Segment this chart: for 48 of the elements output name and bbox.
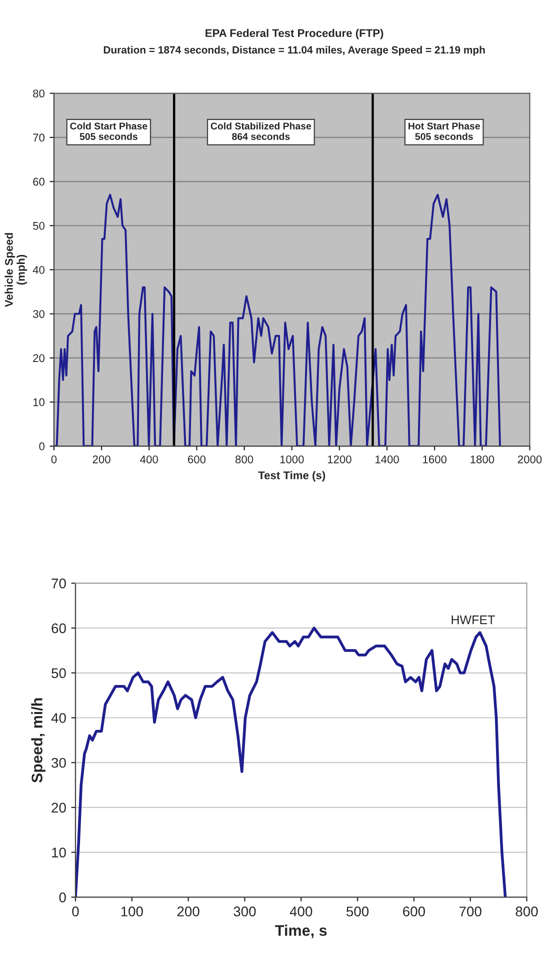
y-tick-label: 20 [52, 802, 66, 813]
annotation: Hot Start Phase 505 seconds [408, 122, 480, 140]
y-tick-label: 0 [59, 892, 66, 902]
x-tick-label: 600 [188, 455, 206, 464]
x-tick-label: 2000 [518, 455, 542, 464]
x-tick-label: 200 [92, 455, 110, 464]
y-tick-label: 10 [33, 398, 44, 406]
chart-title: EPA Federal Test Procedure (FTP) [206, 28, 384, 40]
y-tick-label: 30 [52, 758, 66, 768]
y-tick-label: 30 [32, 310, 44, 318]
x-tick-label: 800 [235, 455, 254, 464]
x-tick-label: 1200 [328, 455, 352, 464]
x-tick-label: 700 [459, 906, 482, 916]
y-tick-label: 60 [52, 623, 66, 634]
x-tick-label: 400 [290, 906, 312, 916]
y-tick-label: 70 [33, 134, 44, 142]
x-tick-label: 300 [234, 906, 256, 916]
y-tick-label: 20 [33, 354, 44, 362]
y-axis-title: Speed, mi/h [31, 698, 46, 783]
x-tick-label: 400 [140, 455, 158, 464]
x-tick-label: 100 [121, 906, 143, 916]
y-tick-label: 0 [39, 442, 44, 450]
y-tick-label: 40 [32, 266, 44, 274]
y-axis-title: Vehicle Speed (mph) [4, 233, 28, 308]
annotation: Cold Stabilized Phase 864 seconds [210, 122, 312, 140]
annotation: HWFET [452, 616, 495, 624]
x-tick-label: 1600 [423, 455, 447, 464]
x-axis-title: Time, s [275, 924, 327, 938]
annotation: Cold Start Phase 505 seconds [70, 122, 148, 140]
x-tick-label: 1800 [470, 455, 494, 464]
x-axis-title: Test Time (s) [258, 471, 326, 482]
y-tick-label: 70 [52, 578, 66, 588]
y-tick-label: 80 [33, 90, 44, 98]
x-tick-label: 600 [403, 906, 425, 916]
y-tick-label: 50 [33, 222, 44, 230]
chart-subtitle: Duration = 1874 seconds, Distance = 11.04 miles, Average Speed = 21.19 mph [104, 46, 485, 56]
line-series [54, 194, 501, 446]
x-tick-label: 1400 [375, 455, 399, 464]
x-tick-label: 500 [346, 906, 369, 916]
x-tick-label: 0 [72, 906, 79, 916]
x-tick-label: 800 [516, 906, 538, 916]
x-tick-label: 200 [177, 906, 200, 916]
y-tick-label: 50 [52, 668, 66, 678]
y-tick-label: 40 [51, 713, 66, 723]
line-series [75, 626, 507, 898]
y-tick-label: 10 [52, 848, 66, 858]
x-tick-label: 1000 [280, 455, 304, 464]
y-tick-label: 60 [33, 178, 44, 186]
